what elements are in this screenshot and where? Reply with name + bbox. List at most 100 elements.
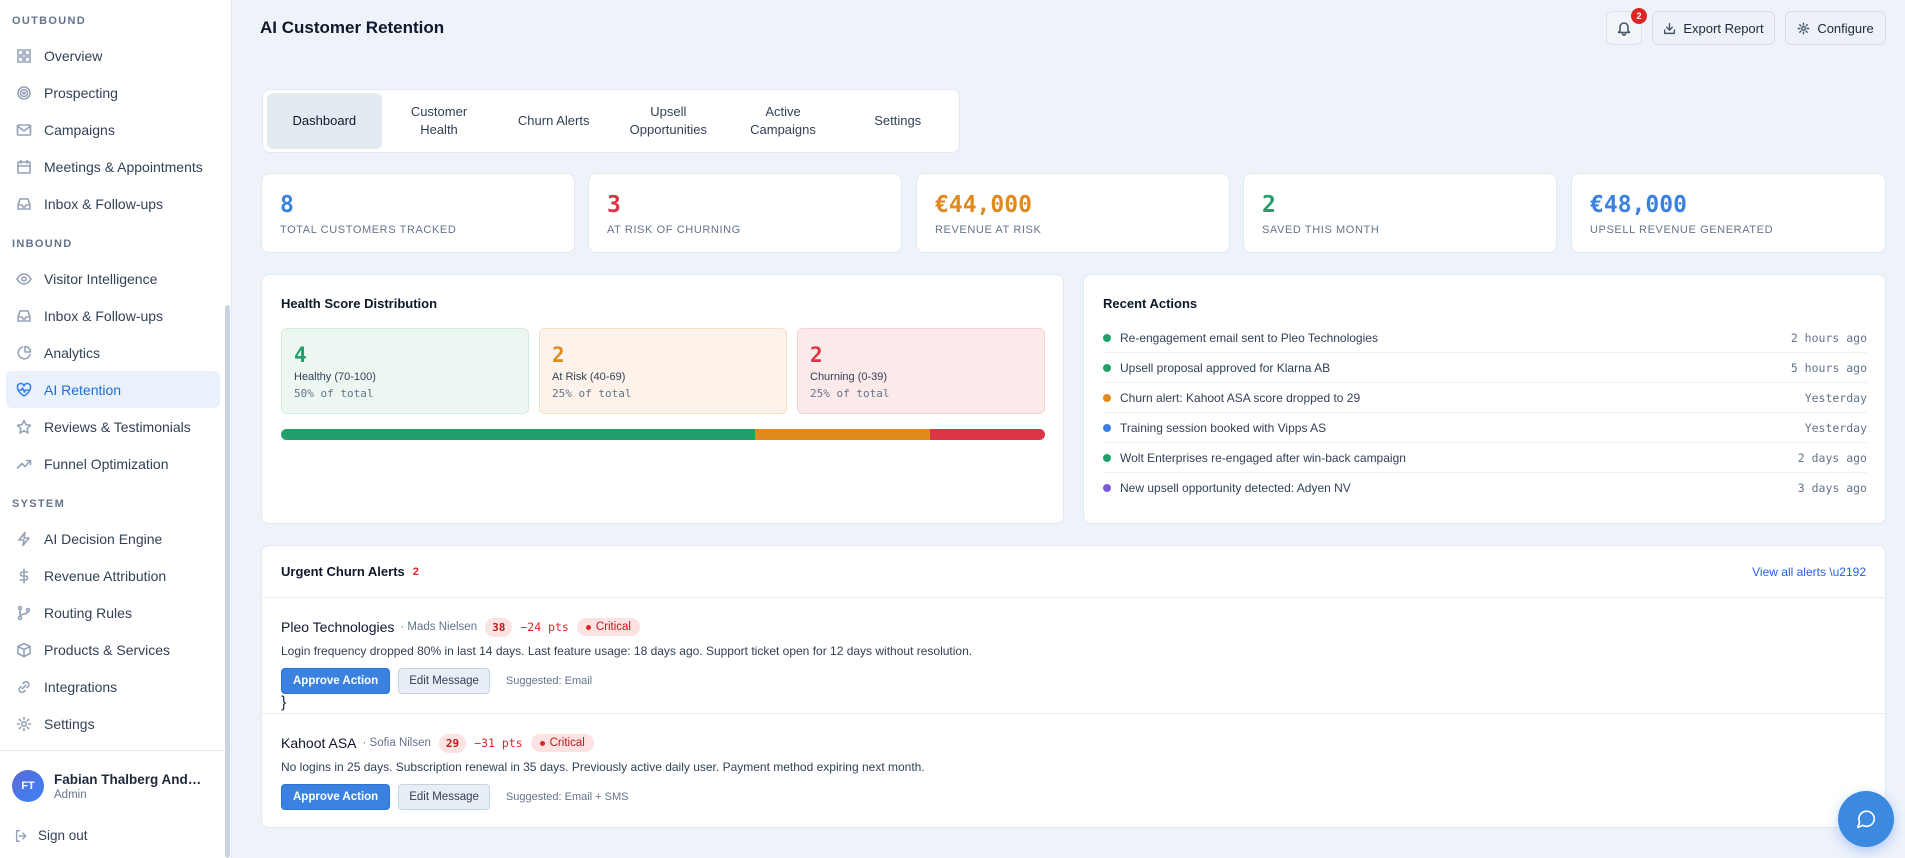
chat-button[interactable] — [1838, 791, 1894, 847]
health-bucket-churning: 2 Churning (0-39) 25% of total — [797, 328, 1045, 414]
recent-action-item: Re-engagement email sent to Pleo Technol… — [1103, 323, 1867, 353]
sidebar-scrollbar[interactable] — [225, 305, 230, 858]
sidebar-divider — [0, 750, 226, 751]
git-branch-icon — [17, 605, 31, 620]
recent-action-item: Wolt Enterprises re-engaged after win-ba… — [1103, 443, 1867, 473]
sidebar-item-campaigns[interactable]: Campaigns — [6, 111, 220, 148]
health-bar-segment — [930, 429, 1045, 440]
section-outbound: OUTBOUND — [12, 15, 86, 27]
sidebar-item-prospecting[interactable]: Prospecting — [6, 74, 220, 111]
sidebar-item-products[interactable]: Products & Services — [6, 631, 220, 668]
stat-label: UPSELL REVENUE GENERATED — [1590, 224, 1774, 236]
sidebar-item-revenue-attribution[interactable]: Revenue Attribution — [6, 557, 220, 594]
action-time: Yesterday — [1804, 420, 1867, 435]
sidebar-item-inbox-inbound[interactable]: Inbox & Follow-ups — [6, 297, 220, 334]
tab-label: Upsell Opportunities — [629, 104, 707, 137]
churn-alerts-panel: Urgent Churn Alerts 2 View all alerts \u… — [261, 545, 1886, 828]
health-bar-segment — [754, 429, 931, 440]
sidebar-item-label: Inbox & Follow-ups — [44, 195, 164, 212]
gear-icon — [1797, 22, 1810, 34]
stat-card-saved: 2 SAVED THIS MONTH — [1243, 173, 1557, 253]
bucket-value: 2 — [552, 343, 565, 367]
alert-company[interactable]: Kahoot ASA — [281, 735, 357, 751]
sidebar-item-reviews[interactable]: Reviews & Testimonials — [6, 408, 220, 445]
bucket-value: 2 — [810, 343, 823, 367]
tab-bar: Dashboard Customer Health Churn Alerts U… — [262, 89, 960, 153]
action-text: Churn alert: Kahoot ASA score dropped to… — [1120, 390, 1361, 405]
edit-message-button[interactable]: Edit Message — [398, 784, 490, 810]
sidebar-item-visitor-intelligence[interactable]: Visitor Intelligence — [6, 260, 220, 297]
stat-card-upsell-revenue: €48,000 UPSELL REVENUE GENERATED — [1571, 173, 1886, 253]
tab-dashboard[interactable]: Dashboard — [267, 93, 382, 149]
sidebar-item-label: Visitor Intelligence — [44, 270, 158, 287]
recent-action-item: Training session booked with Vipps AS Yes… — [1103, 413, 1867, 443]
alert-row: Kahoot ASA · Sofia Nilsen 29 −31 pts Cri… — [262, 713, 1885, 810]
section-system: SYSTEM — [12, 498, 66, 510]
panel-title: Urgent Churn Alerts — [281, 564, 405, 579]
configure-button[interactable]: Configure — [1785, 11, 1886, 45]
stat-label: TOTAL CUSTOMERS TRACKED — [280, 224, 457, 236]
mail-icon — [16, 123, 32, 136]
view-all-alerts-link[interactable]: View all alerts \u2192 — [1752, 565, 1866, 579]
status-dot — [1103, 484, 1111, 492]
status-dot — [1103, 363, 1111, 372]
export-report-button[interactable]: Export Report — [1652, 11, 1775, 45]
approve-action-button[interactable]: Approve Action — [281, 668, 391, 694]
stat-card-revenue-at-risk: €44,000 REVENUE AT RISK — [916, 173, 1230, 253]
sidebar-item-analytics[interactable]: Analytics — [6, 334, 220, 371]
tab-churn-alerts[interactable]: Churn Alerts — [517, 113, 590, 128]
sidebar-nav[interactable]: OUTBOUND Overview Prospecting Campaigns … — [0, 0, 226, 748]
sidebar-item-settings[interactable]: Settings — [6, 705, 220, 742]
action-text: Upsell proposal approved for Klarna AB — [1120, 360, 1331, 375]
tab-upsell-opportunities[interactable]: Upsell Opportunities — [611, 93, 726, 149]
sidebar-item-funnel[interactable]: Funnel Optimization — [6, 445, 220, 482]
tab-settings[interactable]: Settings — [874, 113, 922, 128]
status-dot — [1103, 333, 1111, 342]
health-score-badge: 29 — [438, 733, 467, 753]
notification-badge: 2 — [1631, 8, 1647, 24]
grid-icon — [17, 48, 31, 63]
sidebar-item-ai-decision-engine[interactable]: AI Decision Engine — [6, 520, 220, 557]
stat-value: 2 — [1262, 192, 1276, 218]
status-dot — [1103, 453, 1111, 462]
sidebar-item-integrations[interactable]: Integrations — [6, 668, 220, 705]
sidebar-item-ai-retention[interactable]: AI Retention — [6, 371, 220, 408]
score-drop: −24 pts — [520, 620, 569, 634]
sign-out-button[interactable]: Sign out — [14, 828, 88, 843]
stat-card-at-risk: 3 AT RISK OF CHURNING — [588, 173, 902, 253]
sidebar-item-routing-rules[interactable]: Routing Rules — [6, 594, 220, 631]
score-drop: −31 pts — [474, 736, 523, 750]
inbox-icon — [17, 309, 31, 322]
gear-icon — [16, 716, 32, 731]
sidebar-item-meetings[interactable]: Meetings & Appointments — [6, 148, 220, 185]
bucket-label: Churning (0-39) — [810, 371, 888, 383]
action-time: 2 days ago — [1797, 450, 1867, 465]
bucket-percent: 50% of total — [294, 387, 374, 400]
suggested-channel: Suggested: Email + SMS — [505, 791, 629, 803]
health-bucket-healthy: 4 Healthy (70-100) 50% of total — [281, 328, 529, 414]
recent-actions-list: Re-engagement email sent to Pleo Technol… — [1103, 323, 1867, 503]
tab-active-campaigns[interactable]: Active Campaigns — [726, 93, 841, 149]
sidebar-item-label: Overview — [44, 47, 103, 64]
stat-value: 3 — [607, 192, 621, 218]
notifications-button[interactable]: 2 — [1606, 8, 1647, 45]
stat-label: SAVED THIS MONTH — [1262, 224, 1380, 236]
severity-badge: Critical — [576, 618, 640, 636]
health-bar-segment — [281, 429, 755, 440]
alert-description: No logins in 25 days. Subscription renew… — [281, 760, 925, 774]
alert-company[interactable]: Pleo Technologies — [281, 619, 395, 635]
section-inbound: INBOUND — [12, 238, 73, 250]
sidebar-item-label: Funnel Optimization — [44, 455, 169, 472]
user-profile[interactable]: FT Fabian Thalberg Andersen Admin — [12, 770, 204, 802]
stat-label: REVENUE AT RISK — [935, 224, 1042, 236]
approve-action-button[interactable]: Approve Action — [281, 784, 391, 810]
sidebar: OUTBOUND Overview Prospecting Campaigns … — [0, 0, 232, 858]
sidebar-item-inbox-outbound[interactable]: Inbox & Follow-ups — [6, 185, 220, 222]
tab-label: Active Campaigns — [750, 104, 816, 137]
target-icon — [17, 85, 31, 100]
bucket-percent: 25% of total — [552, 387, 632, 400]
edit-message-button[interactable]: Edit Message — [398, 668, 490, 694]
tab-customer-health[interactable]: Customer Health — [382, 93, 497, 149]
calendar-icon — [17, 159, 31, 174]
sidebar-item-overview[interactable]: Overview — [6, 37, 220, 74]
